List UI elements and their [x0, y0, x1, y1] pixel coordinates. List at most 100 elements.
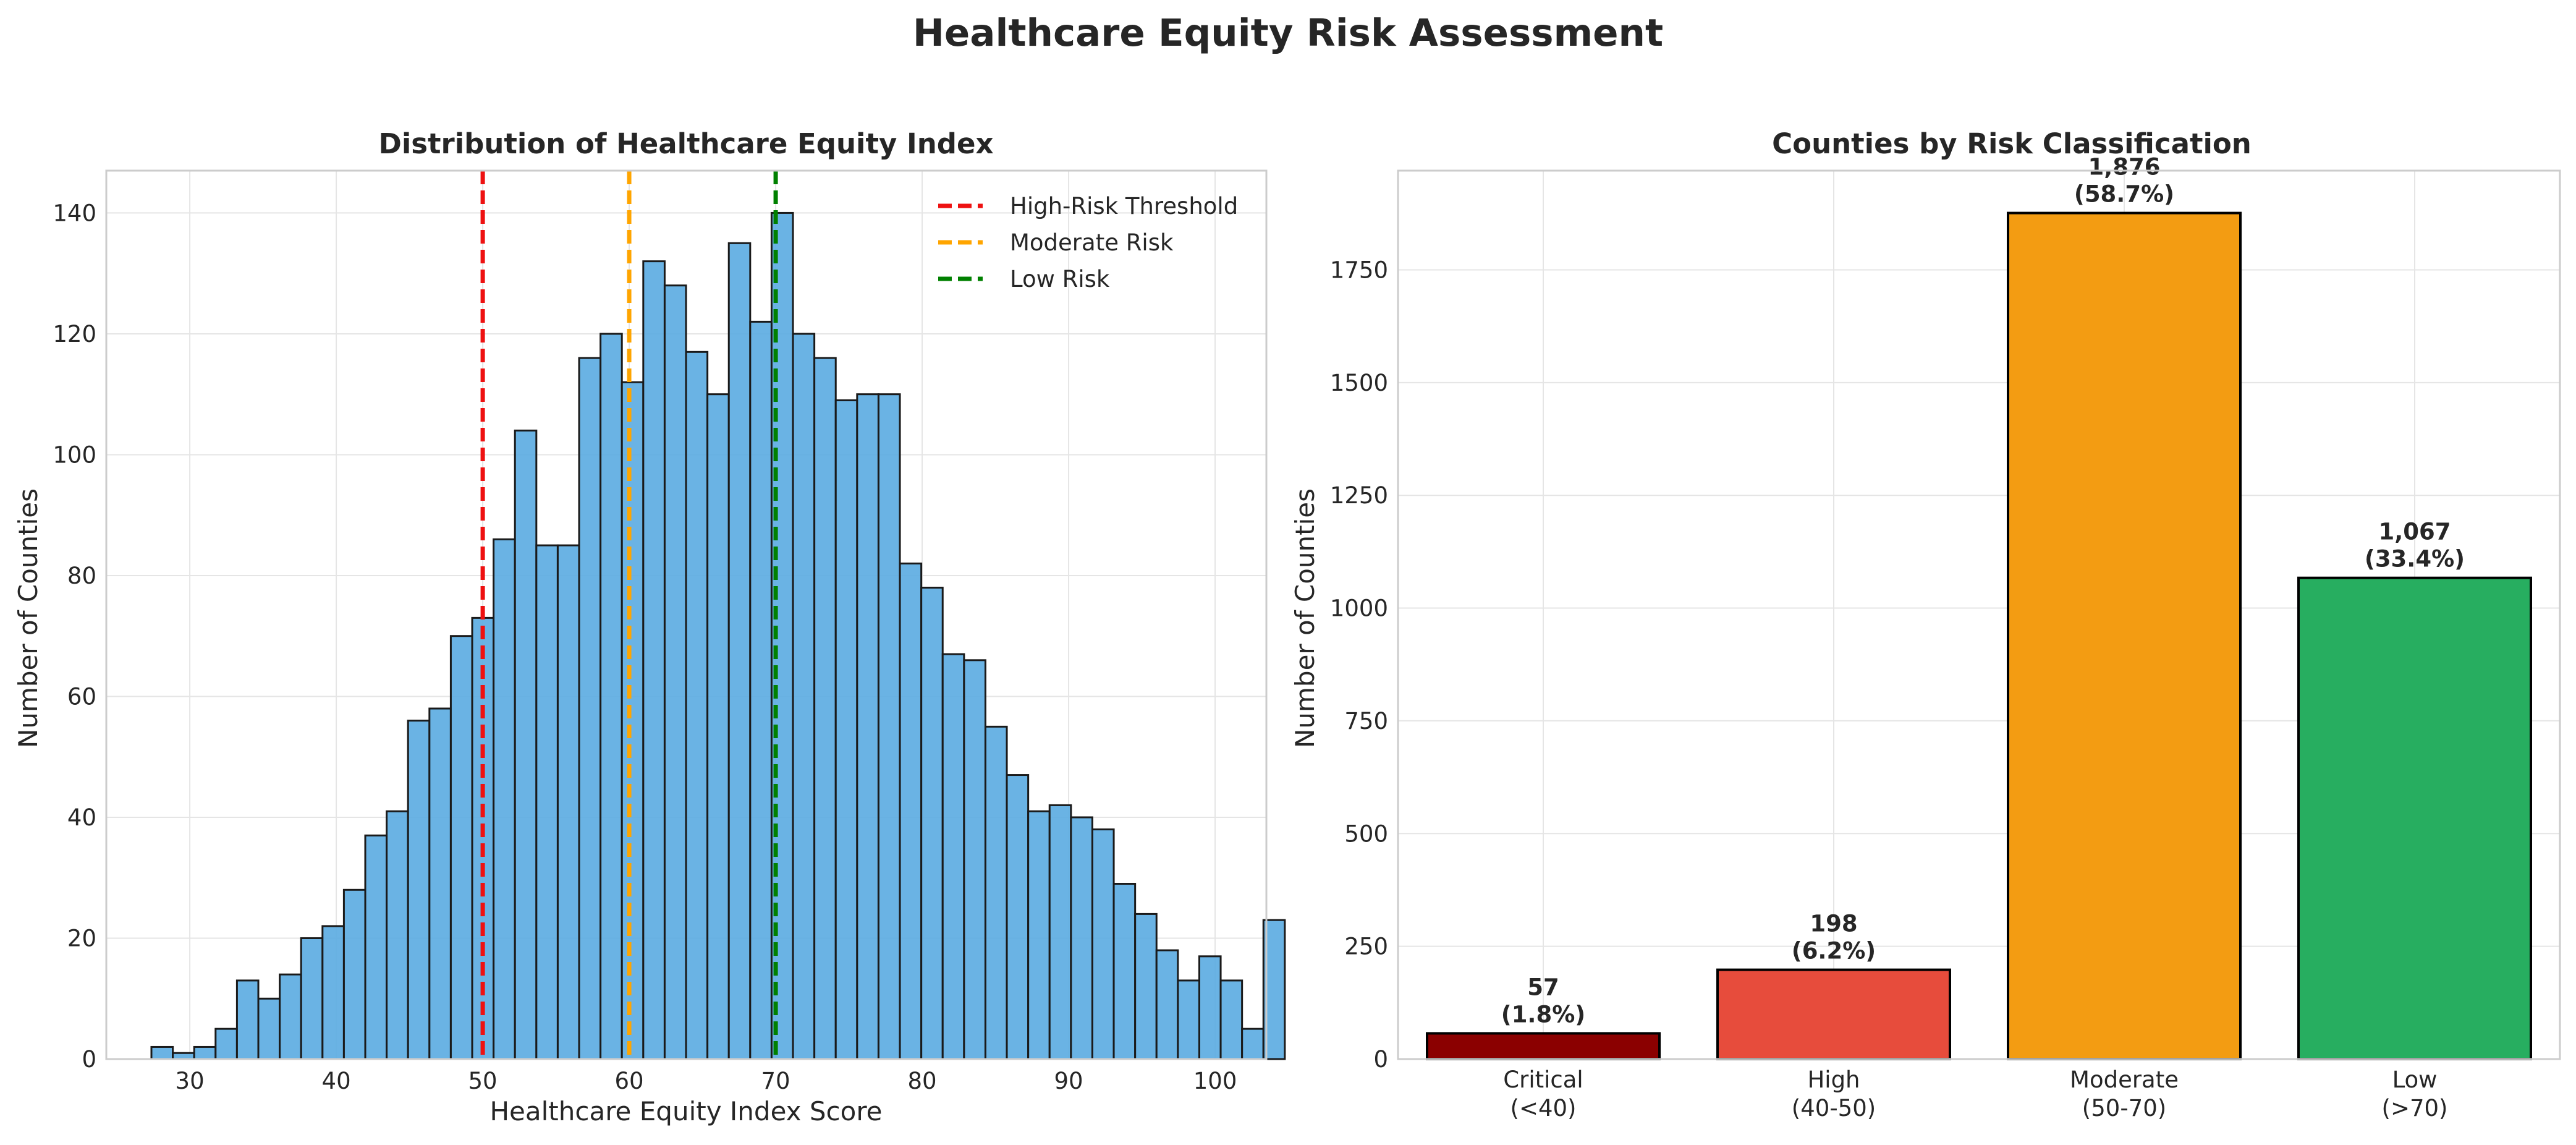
risk-bar-value-label: 1,067 — [2378, 519, 2451, 545]
histogram-x-tick-label: 40 — [322, 1068, 351, 1094]
histogram-axes-frame — [105, 169, 1268, 1060]
histogram-y-tick-label: 40 — [67, 804, 96, 831]
histogram-bar — [150, 1045, 174, 1060]
histogram-bar — [1134, 913, 1158, 1060]
risk-bar-value-label: 1,876 — [2088, 154, 2160, 181]
risk-bar-category-range: (40-50) — [1792, 1095, 1876, 1122]
histogram-bar — [856, 393, 879, 1060]
histogram-bar — [877, 393, 901, 1060]
risk-bar-y-tick-label: 1750 — [1330, 257, 1388, 283]
histogram-bar — [727, 242, 752, 1060]
risk-bar-category-label: High — [1807, 1066, 1860, 1093]
legend-label: Moderate Risk — [1010, 229, 1174, 256]
legend-label: Low Risk — [1010, 266, 1110, 292]
histogram-bar — [813, 357, 837, 1060]
figure-title: Healthcare Equity Risk Assessment — [913, 11, 1663, 55]
histogram-bar — [1027, 810, 1051, 1060]
histogram-bar — [493, 538, 516, 1060]
histogram-bar — [556, 544, 580, 1060]
histogram-bar — [642, 260, 666, 1060]
histogram-bar — [600, 333, 623, 1060]
histogram-y-tick-label: 0 — [82, 1046, 96, 1073]
histogram-x-tick-label: 80 — [908, 1068, 937, 1094]
risk-bar — [2007, 211, 2242, 1060]
histogram-bar — [749, 320, 773, 1060]
histogram-y-tick-label: 120 — [53, 321, 96, 347]
risk-bar — [1426, 1032, 1661, 1061]
histogram-bar — [535, 544, 559, 1060]
histogram-x-tick-label: 90 — [1054, 1068, 1083, 1094]
histogram-bar — [899, 562, 923, 1060]
histogram-bar — [1219, 979, 1244, 1060]
risk-bar-y-tick-label: 1250 — [1330, 482, 1388, 509]
histogram-bar — [663, 284, 687, 1060]
histogram-bar — [1091, 828, 1115, 1060]
histogram-bar — [1006, 774, 1030, 1060]
histogram-bar — [1198, 955, 1222, 1060]
histogram-y-tick-label: 140 — [53, 200, 96, 226]
histogram-panel: Distribution of Healthcare Equity Index … — [13, 127, 1286, 1126]
risk-bar-percent-label: (1.8%) — [1501, 1001, 1585, 1028]
histogram-bar — [428, 707, 452, 1060]
histogram-reference-lines — [480, 171, 778, 1059]
risk-bar-percent-label: (58.7%) — [2074, 181, 2174, 208]
risk-bar-ticks: 0 250 500 750 1000 1250 1500 1750 Critical(<40) H… — [1330, 257, 2448, 1122]
risk-bar-panel: Counties by Risk Classification 0 250 500 7… — [1290, 127, 2561, 1122]
risk-bars — [1426, 211, 2532, 1061]
risk-bar-value-label: 57 — [1527, 974, 1559, 1000]
histogram-bar — [321, 925, 345, 1060]
histogram-bar — [193, 1045, 217, 1060]
histogram-x-tick-label: 50 — [468, 1068, 498, 1094]
legend-label: High-Risk Threshold — [1010, 193, 1238, 219]
risk-bar-percent-label: (33.4%) — [2365, 546, 2465, 572]
histogram-bar — [963, 659, 986, 1060]
histogram-y-tick-label: 60 — [67, 683, 96, 710]
histogram-bar — [984, 725, 1008, 1060]
risk-bar-y-tick-label: 0 — [1373, 1046, 1388, 1073]
histogram-bar — [407, 720, 431, 1060]
risk-bar-axes-frame — [1397, 169, 2561, 1060]
risk-bar-title: Counties by Risk Classification — [1772, 127, 2252, 160]
histogram-y-tick-label: 20 — [67, 925, 96, 951]
histogram-bar — [1048, 804, 1072, 1060]
histogram-bar — [300, 937, 324, 1060]
risk-bar-y-tick-label: 500 — [1344, 820, 1388, 847]
histogram-bar — [386, 810, 409, 1060]
histogram-bar — [706, 393, 730, 1060]
histogram-ticks: 30 40 50 60 70 80 90 100 0 20 40 60 80 100 120 140 — [53, 200, 1237, 1094]
histogram-x-tick-label: 70 — [761, 1068, 790, 1094]
risk-bar-category-range: (50-70) — [2082, 1095, 2166, 1122]
histogram-x-tick-label: 60 — [615, 1068, 644, 1094]
histogram-x-axis-label: Healthcare Equity Index Score — [489, 1096, 882, 1126]
histogram-bar — [449, 635, 473, 1060]
histogram-bar — [235, 979, 260, 1060]
risk-bar-category-range: (<40) — [1510, 1095, 1577, 1122]
risk-bar-category-label: Moderate — [2070, 1066, 2179, 1093]
histogram-bar — [941, 653, 965, 1060]
histogram-bar — [514, 429, 538, 1060]
histogram-bar — [342, 888, 366, 1060]
histogram-bar — [257, 997, 281, 1060]
risk-bar-value-labels: 57(1.8%) 198(6.2%) 1,876(58.7%) 1,067(33.4%… — [1501, 154, 2465, 1028]
histogram-y-axis-label: Number of Counties — [13, 488, 43, 748]
histogram-bar — [1177, 979, 1200, 1060]
histogram-legend: High-Risk Threshold Moderate Risk Low Risk — [938, 193, 1238, 292]
risk-bar-percent-label: (6.2%) — [1792, 938, 1876, 964]
histogram-bar — [214, 1028, 238, 1060]
histogram-x-tick-label: 100 — [1193, 1068, 1237, 1094]
histogram-bar — [1241, 1028, 1265, 1060]
risk-bar-category-range: (>70) — [2382, 1095, 2448, 1122]
histogram-bar — [792, 333, 816, 1060]
histogram-bar — [1155, 949, 1179, 1060]
histogram-bar — [834, 399, 858, 1060]
histogram-bar — [920, 587, 944, 1060]
risk-bar-y-tick-label: 250 — [1344, 934, 1388, 960]
risk-bar — [1716, 968, 1951, 1060]
histogram-x-tick-label: 30 — [176, 1068, 205, 1094]
histogram-bar — [621, 381, 645, 1060]
histogram-bar — [685, 351, 709, 1060]
risk-bar-y-tick-label: 1500 — [1330, 370, 1388, 396]
risk-bar-y-tick-label: 750 — [1344, 708, 1388, 734]
risk-bar-category-label: Low — [2392, 1066, 2438, 1093]
